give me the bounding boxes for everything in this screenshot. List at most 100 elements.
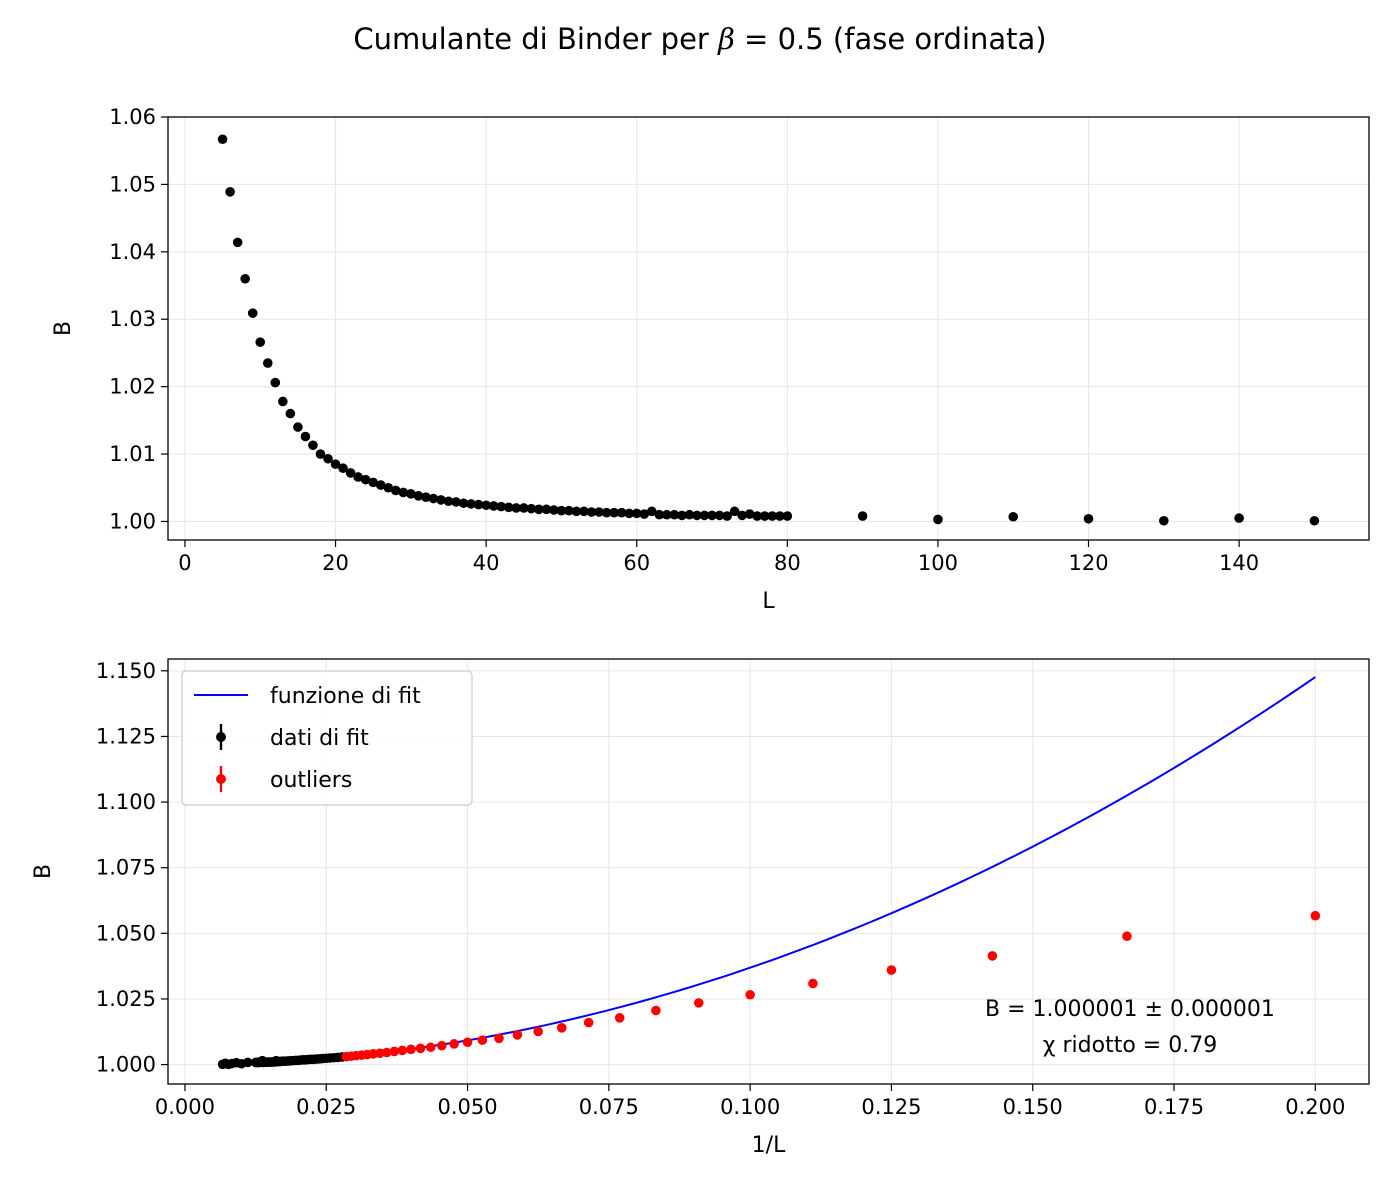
data-point (255, 337, 266, 347)
data-point (662, 509, 672, 520)
x-tick-label: 120 (1068, 551, 1108, 575)
data-point (217, 134, 228, 145)
data-point (564, 505, 574, 516)
data-point (767, 511, 778, 521)
data-point (300, 431, 311, 442)
data-point (714, 510, 725, 521)
outlier-point (583, 1017, 594, 1028)
y-axis-label: B (31, 864, 56, 879)
data-point (857, 511, 868, 521)
y-axis-label: B (51, 321, 76, 336)
legend-marker-swatch (216, 774, 226, 784)
x-tick-label: 40 (473, 551, 500, 575)
data-point (398, 487, 409, 498)
axes-frame (167, 658, 1370, 1085)
data-point (443, 496, 454, 507)
y-tick-label: 1.100 (96, 790, 156, 814)
x-tick-label: 0.025 (296, 1095, 356, 1119)
data-point (270, 377, 281, 388)
outlier-point (1122, 931, 1132, 942)
y-tick-label: 1.075 (96, 856, 156, 880)
title-beta-symbol: β (718, 22, 735, 56)
data-point (722, 511, 732, 521)
data-point (323, 453, 333, 464)
data-point (240, 273, 250, 284)
data-point (488, 501, 499, 511)
data-point (473, 499, 484, 510)
data-point (677, 510, 687, 521)
outlier-point (425, 1042, 436, 1053)
data-point (639, 509, 650, 519)
outlier-point (745, 989, 755, 1000)
data-point (1159, 515, 1169, 526)
data-point (518, 503, 529, 513)
data-point (308, 440, 318, 451)
data-point (451, 497, 461, 507)
data-point (631, 508, 642, 519)
y-tick-label: 1.050 (96, 921, 156, 945)
data-point (737, 510, 747, 521)
data-point (601, 507, 612, 518)
data-point (579, 506, 589, 517)
outlier-point (477, 1035, 488, 1045)
data-point (375, 480, 386, 490)
data-point (1234, 513, 1244, 523)
x-tick-label: 0.000 (155, 1095, 215, 1119)
data-point (315, 449, 326, 459)
legend-label: dati di fit (270, 726, 369, 751)
data-point (534, 504, 544, 515)
data-point (511, 503, 522, 513)
x-tick-label: 0.175 (1144, 1095, 1204, 1119)
data-point (368, 477, 378, 488)
data-point (526, 503, 537, 514)
data-point (782, 511, 793, 521)
outlier-point (651, 1005, 661, 1016)
outlier-point (462, 1037, 473, 1048)
data-point (1008, 511, 1019, 522)
outlier-point (437, 1040, 447, 1051)
axes-frame (167, 116, 1370, 541)
data-point (503, 502, 514, 513)
data-point (1309, 515, 1320, 526)
data-point (699, 510, 710, 521)
outlier-point (397, 1045, 408, 1056)
outlier-point (693, 998, 704, 1008)
data-point (609, 507, 619, 518)
x-tick-label: 0.150 (1003, 1095, 1063, 1119)
fit-data-point (242, 1057, 253, 1068)
data-point (481, 500, 491, 511)
y-tick-label: 1.00 (109, 509, 156, 533)
y-tick-label: 1.000 (96, 1053, 156, 1077)
data-point (262, 358, 273, 368)
data-point (247, 308, 258, 318)
x-tick-label: 60 (623, 551, 650, 575)
data-point (413, 491, 424, 501)
data-point (774, 511, 785, 521)
y-tick-label: 1.01 (109, 442, 156, 466)
outlier-point (415, 1043, 426, 1054)
data-point (669, 509, 680, 520)
data-point (330, 459, 341, 469)
data-point (729, 506, 740, 517)
data-point (496, 501, 506, 512)
outlier-point (381, 1047, 392, 1058)
x-tick-label: 0.075 (579, 1095, 639, 1119)
data-point (707, 510, 717, 521)
x-axis-label: 1/L (752, 1133, 786, 1158)
data-point (458, 498, 469, 509)
fit-result-annotation: χ ridotto = 0.79 (1043, 1033, 1217, 1058)
outlier-point (886, 965, 897, 975)
data-point (1083, 513, 1094, 524)
x-tick-label: 0 (178, 551, 191, 575)
data-point (692, 510, 702, 521)
data-point (933, 514, 943, 525)
bottom-axes: 0.000 0.025 0.050 0.075 0.100 0.125 0.150 0.175… (31, 658, 1370, 1158)
y-tick-label: 1.02 (109, 375, 156, 399)
data-point (421, 492, 431, 502)
y-tick-label: 1.05 (109, 172, 156, 196)
data-point (345, 468, 356, 478)
data-point (406, 489, 416, 499)
data-point (360, 474, 371, 485)
x-tick-label: 0.200 (1285, 1095, 1345, 1119)
data-point (549, 505, 559, 515)
